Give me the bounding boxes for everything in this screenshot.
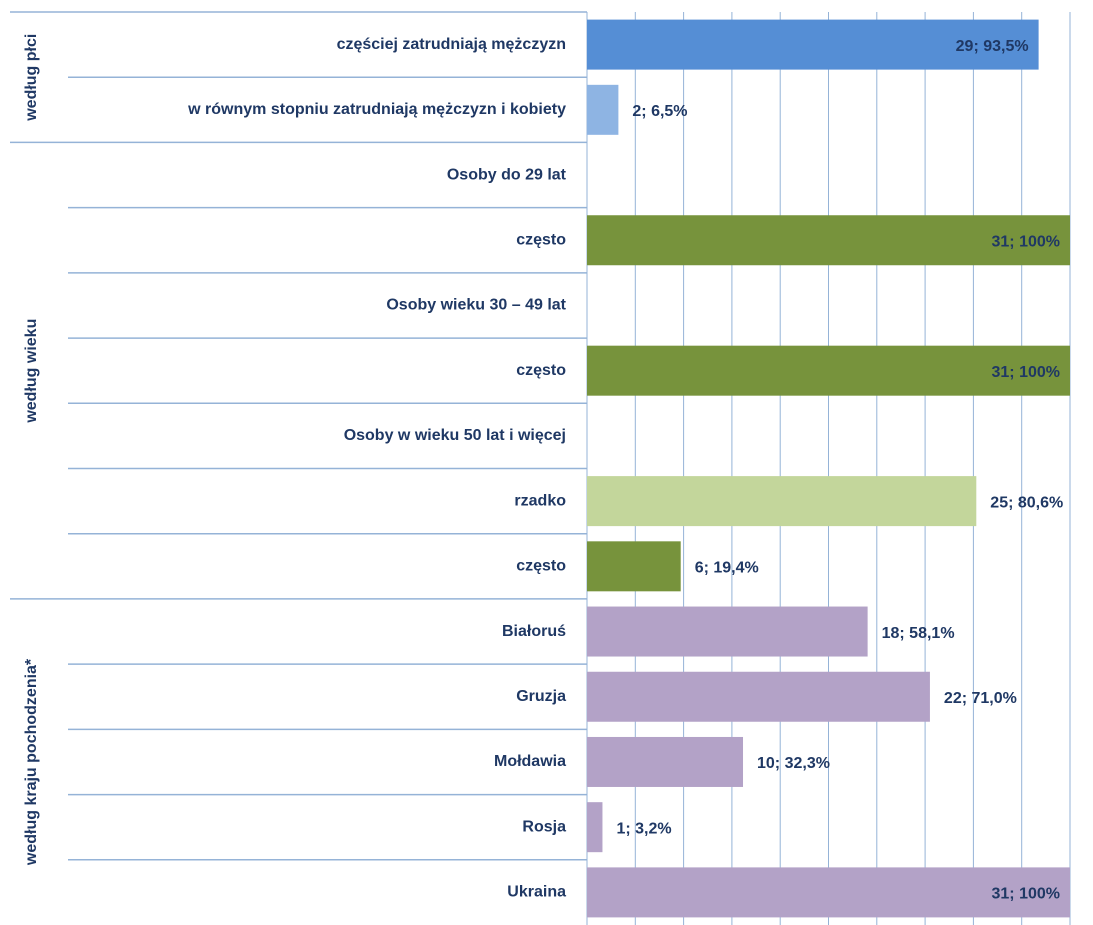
value-label: 31; 100% — [992, 886, 1061, 903]
value-label: 18; 58,1% — [882, 625, 955, 642]
category-label: często — [516, 558, 566, 575]
category-label: Gruzja — [516, 688, 566, 705]
bar — [587, 215, 1070, 266]
category-label: częściej zatrudniają mężczyzn — [337, 36, 566, 53]
category-label: Osoby do 29 lat — [447, 166, 567, 183]
category-label: Osoby w wieku 50 lat i więcej — [344, 427, 566, 444]
bar — [587, 802, 603, 853]
category-label: często — [516, 362, 566, 379]
group-label: według wieku — [23, 319, 40, 424]
value-label: 22; 71,0% — [944, 690, 1017, 707]
group-label: według płci — [23, 34, 40, 122]
category-label: rzadko — [514, 492, 566, 509]
category-label: Osoby wieku 30 – 49 lat — [386, 297, 566, 314]
bar — [587, 476, 977, 527]
bar — [587, 541, 681, 592]
value-label: 10; 32,3% — [757, 755, 830, 772]
value-label: 31; 100% — [992, 364, 1061, 381]
value-label: 2; 6,5% — [632, 103, 687, 120]
bar — [587, 606, 868, 657]
bar — [587, 19, 1039, 70]
category-label: Białoruś — [502, 623, 566, 640]
bar — [587, 345, 1070, 396]
value-label: 6; 19,4% — [695, 560, 759, 577]
bar — [587, 736, 744, 787]
bar — [587, 84, 619, 135]
bar — [587, 671, 930, 722]
category-label: Mołdawia — [494, 753, 566, 770]
group-label: według kraju pochodzenia* — [23, 658, 40, 866]
value-label: 25; 80,6% — [990, 494, 1063, 511]
bar — [587, 867, 1070, 918]
value-label: 1; 3,2% — [616, 820, 671, 837]
category-label: Ukraina — [507, 884, 566, 901]
category-label: często — [516, 231, 566, 248]
category-label: Rosja — [522, 818, 566, 835]
value-label: 31; 100% — [992, 233, 1061, 250]
value-label: 29; 93,5% — [956, 38, 1029, 55]
category-label: w równym stopniu zatrudniają mężczyzn i … — [187, 101, 566, 118]
